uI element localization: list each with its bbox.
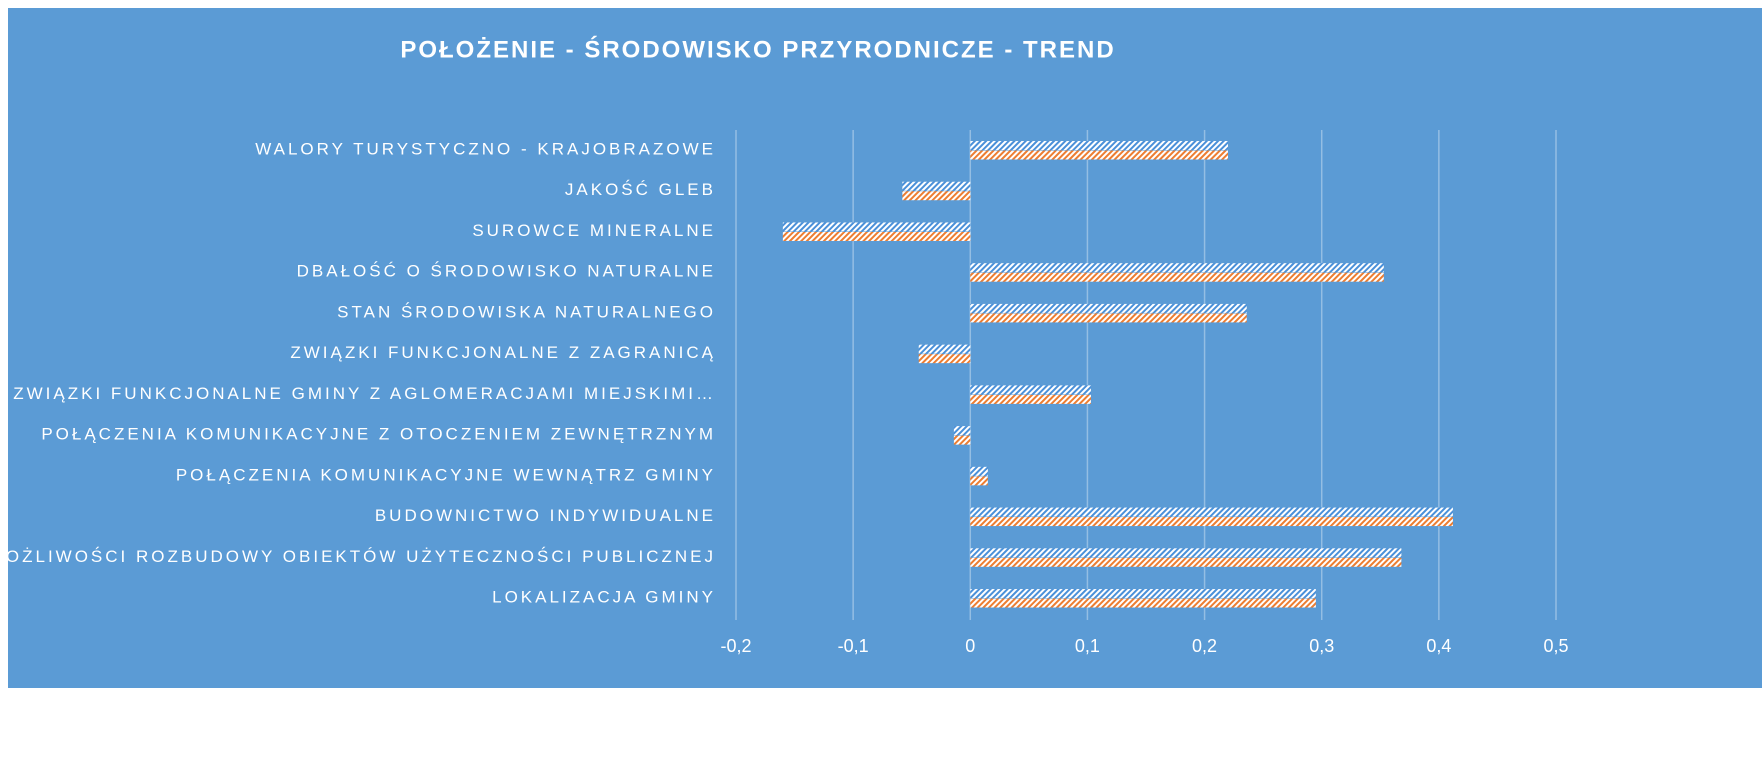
y-tick-label: ZWIĄZKI FUNKCJONALNE GMINY Z AGLOMERACJA… <box>13 384 716 403</box>
bar <box>970 466 988 476</box>
y-tick-label: DBAŁOŚĆ O ŚRODOWISKO NATURALNE <box>297 262 716 281</box>
bar <box>918 344 971 354</box>
y-tick-label: LOKALIZACJA GMINY <box>492 588 716 607</box>
bar <box>970 263 1384 273</box>
bar <box>970 589 1316 599</box>
y-tick-label: JAKOŚĆ GLEB <box>565 180 716 199</box>
chart-title: POŁOŻENIE - ŚRODOWISKO PRZYRODNICZE - TR… <box>400 35 1115 63</box>
x-tick-label: 0,2 <box>1192 636 1217 656</box>
x-tick-label: -0,1 <box>838 636 869 656</box>
x-tick-label: 0 <box>965 636 975 656</box>
bar <box>970 272 1384 282</box>
y-tick-label: POŁĄCZENIA KOMUNIKACYJNE Z OTOCZENIEM ZE… <box>41 425 716 444</box>
x-tick-label: 0,4 <box>1426 636 1451 656</box>
bar <box>970 385 1091 395</box>
bar <box>782 231 971 241</box>
bar <box>902 181 971 191</box>
bar <box>970 141 1228 150</box>
bar <box>953 435 971 445</box>
y-tick-label: SUROWCE MINERALNE <box>472 221 716 240</box>
bar <box>902 191 971 201</box>
bar <box>970 598 1316 608</box>
chart-background <box>8 8 1762 688</box>
bar <box>918 354 971 364</box>
x-tick-label: 0,1 <box>1075 636 1100 656</box>
bar <box>970 517 1453 527</box>
bar <box>970 548 1402 558</box>
bar <box>782 222 971 232</box>
x-tick-label: 0,3 <box>1309 636 1334 656</box>
y-tick-label: MOŻLIWOŚCI ROZBUDOWY OBIEKTÓW UŻYTECZNOŚ… <box>0 547 716 566</box>
bar <box>970 303 1247 313</box>
bar <box>953 426 971 436</box>
x-tick-label: -0,2 <box>720 636 751 656</box>
bar <box>970 476 988 486</box>
x-tick-label: 0,5 <box>1543 636 1568 656</box>
y-tick-label: ZWIĄZKI FUNKCJONALNE Z ZAGRANICĄ <box>290 343 716 362</box>
bar <box>970 394 1091 404</box>
bar <box>970 557 1402 567</box>
bar <box>970 507 1453 517</box>
y-tick-label: WALORY TURYSTYCZNO - KRAJOBRAZOWE <box>255 139 716 158</box>
bar <box>970 313 1247 323</box>
y-tick-label: STAN ŚRODOWISKA NATURALNEGO <box>337 302 716 321</box>
bar <box>970 150 1228 160</box>
y-tick-label: BUDOWNICTWO INDYWIDUALNE <box>375 506 716 525</box>
y-tick-label: POŁĄCZENIA KOMUNIKACYJNE WEWNĄTRZ GMINY <box>176 465 716 484</box>
